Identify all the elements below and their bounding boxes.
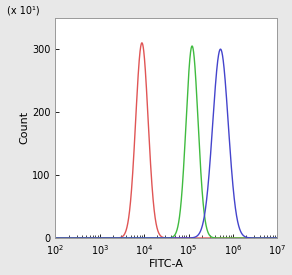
- Text: (x 10¹): (x 10¹): [6, 6, 39, 15]
- Y-axis label: Count: Count: [19, 111, 29, 144]
- X-axis label: FITC-A: FITC-A: [149, 259, 184, 270]
